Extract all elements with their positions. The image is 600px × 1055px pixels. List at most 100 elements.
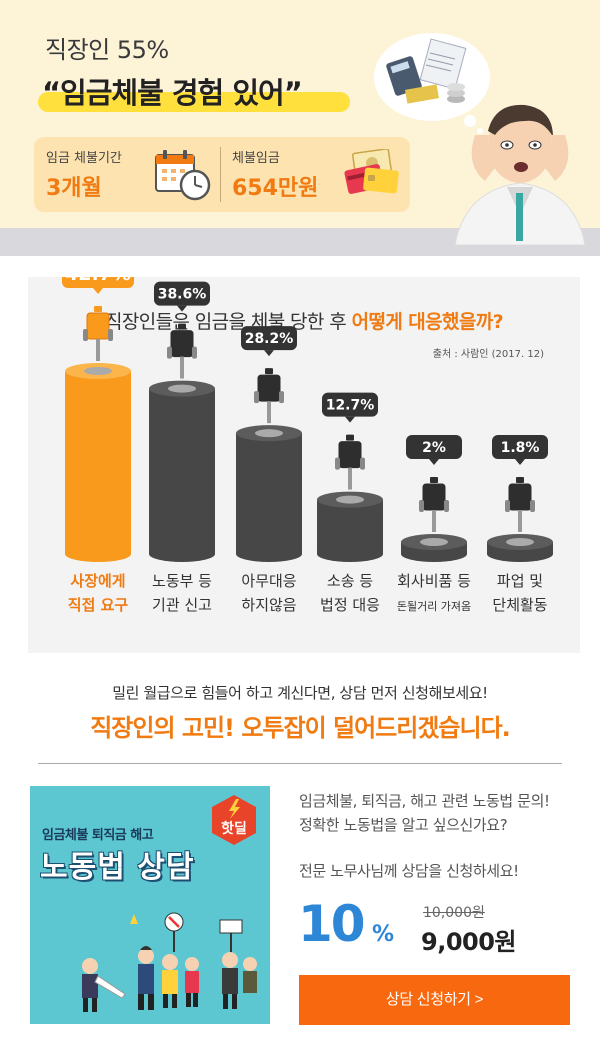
discount-sign: % [372,922,395,947]
chair-headrest [516,477,524,483]
chair-arm-left [167,346,172,359]
category-label: 사장에게 [70,572,125,590]
chair-arm-left [419,500,424,512]
chair-foot [168,384,196,393]
chair-icon [508,483,532,511]
stressed-man-illustration [454,104,586,245]
apply-consultation-button[interactable]: 상담 신청하기 > [299,975,570,1025]
header-subtitle: 직장인 55% [45,36,169,64]
stats-box: 임금 체불기간 3개월 체불임금 654만원 [34,137,410,212]
chair-headrest [178,323,186,330]
bar-base [65,546,131,562]
product-desc-3: 전문 노무사님께 상담을 신청하세요! [299,862,519,880]
product-thumbnail[interactable]: 임금체불 퇴직금 해고 노동법 상담 핫딜 [30,786,270,1024]
amount-value: 654만원 [232,176,319,201]
category-label: 파업 및 [497,572,543,590]
thumbnail-title: 노동법 상담 [40,850,195,885]
stats-divider [220,147,221,202]
chair-arm-right [530,500,535,512]
chair-arm-right [444,500,449,512]
promo-line-1: 밀린 월급으로 힘들어 하고 계신다면, 상담 먼저 신청해보세요! [112,684,488,702]
value-label-bg [406,435,462,459]
category-label: 회사비품 등 [397,572,471,590]
bar [317,499,383,554]
bar [149,388,215,554]
chair-icon [170,330,194,358]
chair-icon [422,483,446,511]
chair-pole [348,467,352,490]
category-label: 하지않음 [241,596,296,614]
thought-bubble-calculator-icon [374,33,490,134]
bar [65,371,131,554]
promo-line-2: 직장인의 고민! 오투잡이 덜어드리겠습니다. [90,714,511,742]
chair-pole [96,339,100,361]
bar-base [487,546,553,562]
chair-arm-right [192,346,197,359]
category-label: 노동부 등 [152,572,212,590]
category-label: 직접 요구 [68,596,129,614]
bar-base [401,546,467,562]
chart-panel: 직장인들은 임금을 체불 당한 후 어떻게 대응했을까? 출처 : 사람인 (2… [28,277,580,653]
chair-headrest [430,477,438,483]
chair-pole [432,510,436,532]
chair-foot [420,538,448,546]
chair-arm-left [254,391,259,404]
thumbnail-subtitle: 임금체불 퇴직금 해고 [42,828,154,843]
bar-base [317,546,383,562]
chair-foot [84,367,112,375]
chair-foot [255,429,283,438]
chair-arm-right [108,329,113,341]
chair-headrest [346,434,354,441]
chart-source: 출처 : 사람인 (2017. 12) [432,349,544,360]
value-label: 2% [422,440,446,456]
value-label: 12.7% [326,398,375,414]
chair-arm-left [505,500,510,512]
hot-deal-badge-icon [212,795,256,845]
chair-headrest [265,368,273,375]
bar [236,433,302,554]
bar-base [149,546,215,562]
chair-icon [338,441,362,469]
category-label: 단체활동 [492,596,547,614]
value-label-pointer [429,459,439,465]
category-label: 법정 대응 [320,596,380,614]
chair-pole [518,510,522,532]
people-protest-illustration [82,912,257,1012]
chart-title-highlight: 어떻게 대응했을까? [351,311,504,333]
chair-foot [506,538,534,546]
delay-label: 임금 체불기간 [46,151,122,166]
product-desc-2: 정확한 노동법을 알고 싶으신가요? [299,816,508,834]
header-headline: “임금체불 경험 있어” [42,76,303,110]
chair-pole [267,401,271,424]
chair-icon [86,312,110,340]
value-label-pointer [93,288,103,294]
chair-headrest [94,306,102,312]
chair-arm-right [279,391,284,404]
value-label-pointer [345,416,355,423]
money-cards-icon [344,149,399,194]
category-label: 돈될거리 가져옴 [397,599,471,613]
value-label-pointer [515,459,525,465]
product-desc-1: 임금체불, 퇴직금, 해고 관련 노동법 문의! [299,792,550,810]
category-label: 기관 신고 [152,596,212,614]
value-label: 38.6% [158,287,207,303]
header-banner: 직장인 55% “임금체불 경험 있어” 임금 체불기간 3개월 체불임금 65… [0,0,600,256]
headline-highlight [38,92,350,112]
delay-value: 3개월 [46,176,102,201]
value-label: 28.2% [245,331,294,347]
value-label: 42.7% [65,277,131,285]
value-label-bg [154,281,210,306]
bar-base [236,546,302,562]
chair-arm-left [335,457,340,470]
value-label-bg [322,392,378,417]
chair-arm-left [83,329,88,341]
value-label-pointer [177,305,187,312]
value-label-bg [241,326,297,351]
discount-percent: 10 [298,895,366,953]
chair-arm-right [360,457,365,470]
value-label-bg [62,277,134,288]
amount-label: 체불임금 [232,151,280,166]
original-price: 10,000원 [423,905,485,921]
calendar-clock-icon [155,150,211,201]
